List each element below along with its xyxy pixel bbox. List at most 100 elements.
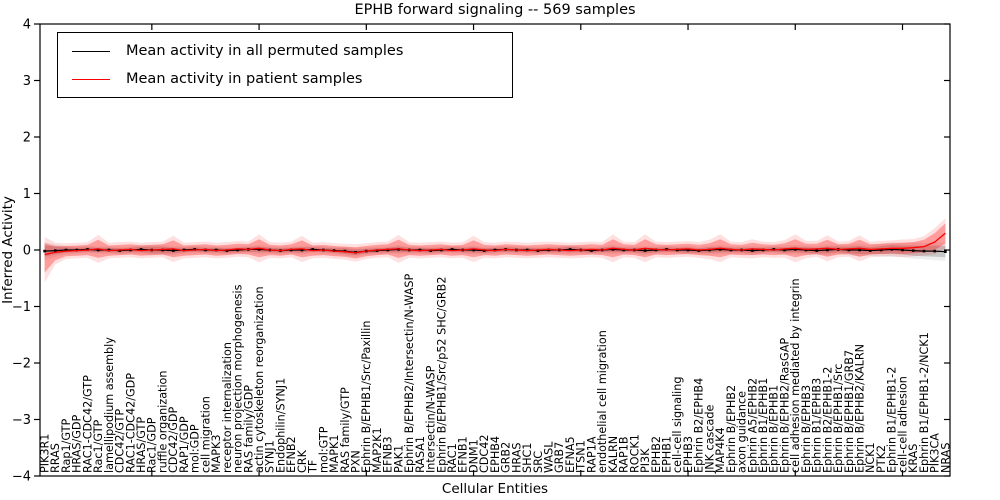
x-tick-label: Ephrin B/EPHB2 <box>725 385 738 473</box>
x-tick-label: EFNB1 <box>457 436 470 473</box>
y-axis: 4 3 2 1 0 −1 −2 −3 −4 <box>12 18 950 485</box>
data-point-marker <box>96 248 100 252</box>
x-tick-label: PXN <box>350 450 363 473</box>
x-tick-label: NRAS <box>939 443 952 473</box>
data-point-marker <box>257 248 261 251</box>
y-tick-label: −1 <box>12 300 31 315</box>
data-point-marker <box>751 249 754 252</box>
x-tick-label: RAP1A <box>585 436 598 473</box>
x-tick-label: EFNB2 <box>285 436 298 473</box>
x-tick-label: HRAS <box>510 443 523 474</box>
data-point-marker <box>944 250 947 253</box>
data-point-marker <box>847 248 851 252</box>
x-tick-label: Ephrin B1/EPHB3 <box>811 378 824 473</box>
x-tick-label: CDC42/GTP <box>114 409 127 473</box>
x-tick-label: HRAS/GTP <box>135 417 148 473</box>
x-tick-label: EFNA5 <box>564 436 577 473</box>
x-tick-label: MAP2K1 <box>371 427 384 473</box>
y-tick-label: 3 <box>23 74 31 89</box>
y-tick-label: −4 <box>12 470 31 485</box>
x-tick-label: PI3K <box>639 448 652 473</box>
x-tick-label: PIK3R1 <box>39 434 52 473</box>
data-point-marker <box>879 248 883 252</box>
x-tick-label: Ephrin B1/EPHB1-2 <box>886 367 899 473</box>
x-tick-label: Rac1/GDP <box>146 417 159 473</box>
data-point-marker <box>172 249 175 252</box>
patient-mean-line <box>44 232 946 256</box>
x-tick-label: PAK1 <box>392 445 405 473</box>
x-tick-label: EPHB4 <box>489 436 502 473</box>
x-tick-label: actin cytoskeleton reorganization <box>253 286 266 473</box>
data-point-marker <box>311 248 314 251</box>
x-tick-label: cell-cell adhesion <box>896 376 909 473</box>
x-tick-label: Intersectin/N-WASP <box>425 365 438 473</box>
x-tick-label: Ephrin B1/EPHB1 <box>757 378 770 473</box>
x-tick-label: Ephrin B/EPHB3 <box>800 385 813 473</box>
data-point-marker <box>815 249 818 252</box>
x-tick-label: RRAS <box>49 443 62 473</box>
legend-label-patient: Mean activity in patient samples <box>126 71 363 87</box>
x-tick-label: ITSN1 <box>575 440 588 473</box>
x-tick-label: GRB7 <box>553 442 566 473</box>
y-tick-label: −3 <box>12 413 31 428</box>
data-point-marker <box>568 248 572 251</box>
x-tick-label: RAP1/GDP <box>178 416 191 473</box>
x-tick-label: Ephrin B2/EPHB4 <box>693 378 706 473</box>
x-tick-label: RAS family/GTP <box>339 387 352 473</box>
legend: Mean activity in all permuted samples Me… <box>57 32 513 98</box>
x-tick-label: HRAS/GDP <box>71 414 84 473</box>
data-point-marker <box>472 248 475 252</box>
x-major-ticks <box>151 24 904 476</box>
data-point-marker <box>933 249 936 253</box>
data-point-marker <box>54 249 57 252</box>
x-tick-label: Ephrin B/EPHB2/KALRN <box>854 344 867 473</box>
permuted-line-sample <box>72 50 110 52</box>
x-tick-label: JNK cascade <box>703 404 716 474</box>
x-tick-label: Ephrin B/EPHB1/GRB7 <box>843 350 856 473</box>
x-tick-label: TF <box>307 460 320 474</box>
data-point-marker <box>450 248 454 251</box>
x-tick-label: RASA1 <box>414 436 427 473</box>
data-point-marker <box>911 249 915 252</box>
data-point-marker <box>300 248 304 252</box>
x-tick-label: endothelial cell migration <box>596 330 609 473</box>
x-tick-label: Ephrin B/EPHB1 <box>768 385 781 473</box>
x-tick-label: cell adhesion mediated by integrin <box>789 278 802 473</box>
y-tick-label: 2 <box>23 131 31 146</box>
x-tick-label: Rac1/GTP <box>92 419 105 473</box>
x-tick-label: PIK3CA <box>929 433 942 473</box>
x-tick-label: axon guidance <box>736 391 749 473</box>
chart-title: EPHB forward signaling -- 569 samples <box>354 2 636 18</box>
x-tick-label: RAP1B <box>618 436 631 473</box>
x-tick-label: RAC1-CDC42/GDP <box>124 373 137 473</box>
x-tick-label: GRB2 <box>500 442 513 473</box>
x-tick-label: Ephrin B/EPHB2/RasGAP <box>778 338 791 473</box>
legend-label-permuted: Mean activity in all permuted samples <box>126 43 404 59</box>
x-tick-label: RAC1 <box>446 443 459 473</box>
data-point-marker <box>826 248 829 252</box>
x-tick-label: SHC1 <box>521 443 534 473</box>
y-tick-label: −2 <box>12 357 31 372</box>
y-tick-label: 4 <box>23 18 31 33</box>
data-point-marker <box>718 248 722 251</box>
x-tick-label: KALRN <box>607 436 620 473</box>
x-tick-label: cell-cell signaling <box>671 377 684 474</box>
data-point-marker <box>611 248 615 251</box>
data-point-marker <box>236 248 239 252</box>
data-point-marker <box>922 249 926 253</box>
x-tick-label: neuron projection morphogenesis <box>232 284 245 473</box>
x-tick-label: Ephrin B/EPHB2/Intersectin/N-WASP <box>403 274 416 473</box>
x-tick-label: KRAS <box>907 444 920 473</box>
x-tick-label: receptor internalization <box>221 342 234 473</box>
data-point-marker <box>901 248 904 252</box>
data-point-marker <box>643 249 647 252</box>
legend-entry-permuted: Mean activity in all permuted samples <box>72 39 512 63</box>
y-tick-label: 1 <box>23 187 31 202</box>
x-tick-label: mol:GTP <box>317 426 330 473</box>
legend-entry-patient: Mean activity in patient samples <box>72 67 512 91</box>
x-tick-label: Rap1/GTP <box>60 419 73 473</box>
x-tick-label: PTK2 <box>875 445 888 473</box>
x-tick-label: ruffle organization <box>156 370 169 473</box>
